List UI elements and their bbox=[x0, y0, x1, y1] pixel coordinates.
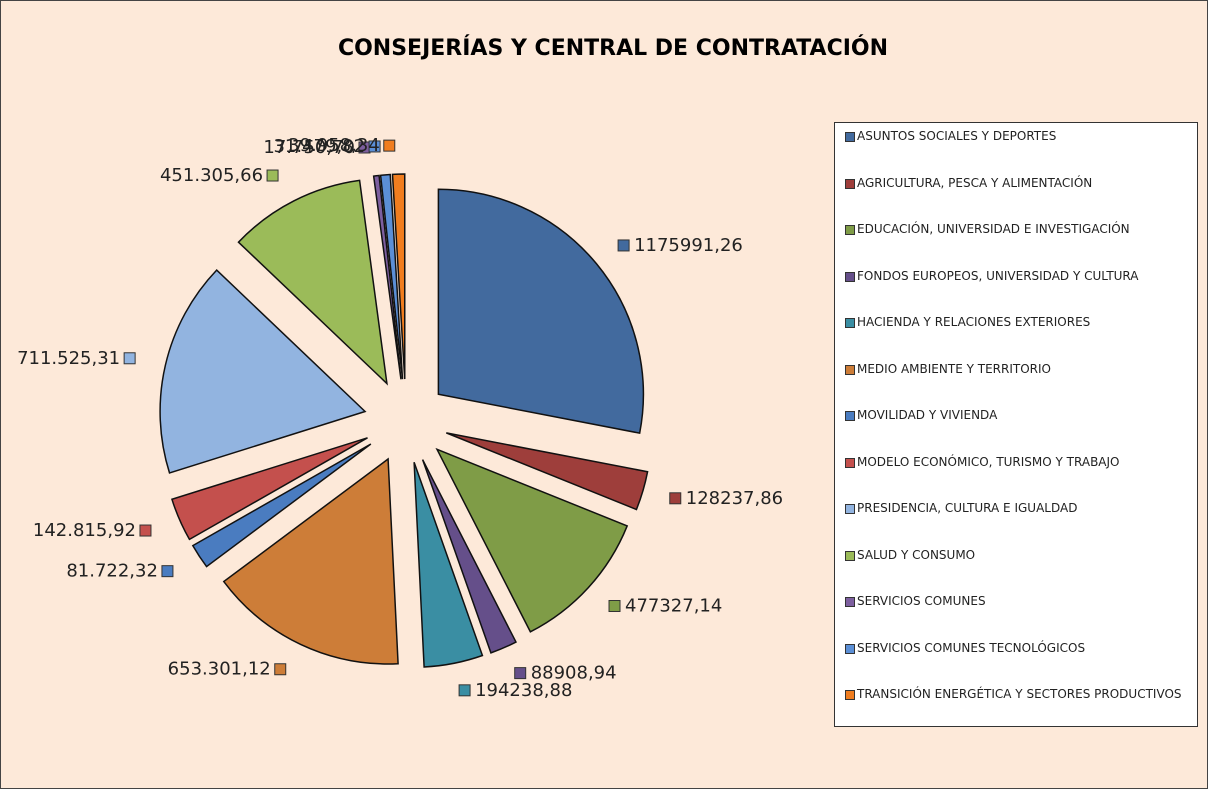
label-marker bbox=[274, 663, 287, 676]
legend-swatch bbox=[845, 597, 855, 607]
data-label: 128237,86 bbox=[686, 488, 783, 509]
label-marker bbox=[161, 565, 174, 578]
pie-slice bbox=[437, 188, 645, 435]
legend-swatch bbox=[845, 271, 855, 282]
legend-swatch bbox=[845, 504, 855, 514]
legend-label: SERVICIOS COMUNES TECNOLÓGICOS bbox=[857, 640, 1086, 655]
legend-label: SALUD Y CONSUMO bbox=[857, 547, 976, 562]
legend-swatch bbox=[845, 457, 855, 468]
legend-swatch bbox=[845, 364, 855, 375]
legend-item: SERVICIOS COMUNES TECNOLÓGICOS bbox=[845, 641, 1189, 688]
legend-swatch bbox=[845, 178, 855, 189]
pie-slice bbox=[413, 461, 484, 668]
legend-label: EDUCACIÓN, UNIVERSIDAD E INVESTIGACIÓN bbox=[857, 222, 1130, 236]
legend-item: TRANSICIÓN ENERGÉTICA Y SECTORES PRODUCT… bbox=[845, 687, 1189, 734]
pie-slice bbox=[222, 457, 399, 665]
label-marker bbox=[368, 140, 381, 153]
legend-label: TRANSICIÓN ENERGÉTICA Y SECTORES PRODUCT… bbox=[857, 687, 1182, 701]
label-marker bbox=[617, 239, 630, 252]
data-label: 194238,88 bbox=[475, 680, 572, 701]
legend-item: MOVILIDAD Y VIVIENDA bbox=[845, 408, 1189, 455]
label-marker bbox=[123, 352, 136, 365]
pie-slice bbox=[372, 174, 402, 380]
legend-item: EDUCACIÓN, UNIVERSIDAD E INVESTIGACIÓN bbox=[845, 222, 1189, 269]
data-label: 39.958,34 bbox=[288, 135, 380, 156]
data-label: 653.301,12 bbox=[168, 659, 271, 680]
legend: ASUNTOS SOCIALES Y DEPORTES AGRICULTURA, … bbox=[834, 122, 1198, 727]
label-marker bbox=[458, 684, 471, 697]
legend-swatch bbox=[845, 132, 855, 142]
pie-slice bbox=[421, 459, 517, 654]
label-marker bbox=[669, 492, 682, 505]
legend-label: SERVICIOS COMUNES bbox=[857, 594, 986, 608]
data-label: 31.479,82 bbox=[273, 136, 365, 157]
legend-item: FONDOS EUROPEOS, UNIVERSIDAD Y CULTURA bbox=[845, 269, 1189, 316]
pie-slice bbox=[159, 269, 367, 474]
legend-label: MOVILIDAD Y VIVIENDA bbox=[857, 408, 998, 422]
legend-label: MEDIO AMBIENTE Y TERRITORIO bbox=[857, 361, 1051, 376]
pie-slice bbox=[391, 173, 406, 380]
legend-item: MEDIO AMBIENTE Y TERRITORIO bbox=[845, 362, 1189, 409]
label-marker bbox=[139, 524, 152, 537]
label-marker bbox=[608, 600, 621, 613]
label-marker bbox=[383, 139, 396, 152]
legend-item: MODELO ECONÓMICO, TURISMO Y TRABAJO bbox=[845, 455, 1189, 502]
pie-slice bbox=[379, 173, 404, 380]
data-label: 477327,14 bbox=[625, 596, 722, 617]
legend-label: AGRICULTURA, PESCA Y ALIMENTACIÓN bbox=[857, 175, 1093, 190]
legend-label: MODELO ECONÓMICO, TURISMO Y TRABAJO bbox=[857, 454, 1120, 469]
data-label: 142.815,92 bbox=[33, 520, 136, 541]
data-label: 451.305,66 bbox=[160, 165, 263, 186]
legend-item: SALUD Y CONSUMO bbox=[845, 548, 1189, 595]
data-label: 88908,94 bbox=[531, 663, 617, 684]
legend-label: FONDOS EUROPEOS, UNIVERSIDAD Y CULTURA bbox=[857, 268, 1139, 283]
legend-swatch bbox=[845, 318, 855, 328]
legend-label: ASUNTOS SOCIALES Y DEPORTES bbox=[857, 129, 1057, 143]
legend-swatch bbox=[845, 550, 855, 561]
legend-item: AGRICULTURA, PESCA Y ALIMENTACIÓN bbox=[845, 176, 1189, 223]
data-label: 81.722,32 bbox=[66, 561, 158, 582]
legend-item: ASUNTOS SOCIALES Y DEPORTES bbox=[845, 129, 1189, 176]
chart-title: CONSEJERÍAS Y CENTRAL DE CONTRATACIÓN bbox=[338, 35, 888, 61]
legend-item: PRESIDENCIA, CULTURA E IGUALDAD bbox=[845, 501, 1189, 548]
data-label: 17.750,70 bbox=[263, 137, 355, 158]
label-marker bbox=[514, 667, 527, 680]
legend-swatch bbox=[845, 411, 855, 421]
data-label: 711.525,31 bbox=[17, 348, 120, 369]
pie-slice bbox=[446, 432, 649, 511]
legend-label: PRESIDENCIA, CULTURA E IGUALDAD bbox=[857, 501, 1078, 515]
legend-item: HACIENDA Y RELACIONES EXTERIORES bbox=[845, 315, 1189, 362]
pie-slice bbox=[435, 447, 629, 633]
pie-slice bbox=[191, 443, 372, 568]
legend-item: SERVICIOS COMUNES bbox=[845, 594, 1189, 641]
pie-slice bbox=[171, 437, 368, 541]
data-label: 1175991,26 bbox=[634, 235, 743, 256]
pie-slice bbox=[237, 179, 388, 386]
legend-swatch bbox=[845, 643, 855, 654]
legend-swatch bbox=[845, 225, 855, 235]
legend-label: HACIENDA Y RELACIONES EXTERIORES bbox=[857, 315, 1091, 329]
label-marker bbox=[266, 169, 279, 182]
legend-swatch bbox=[845, 690, 855, 700]
